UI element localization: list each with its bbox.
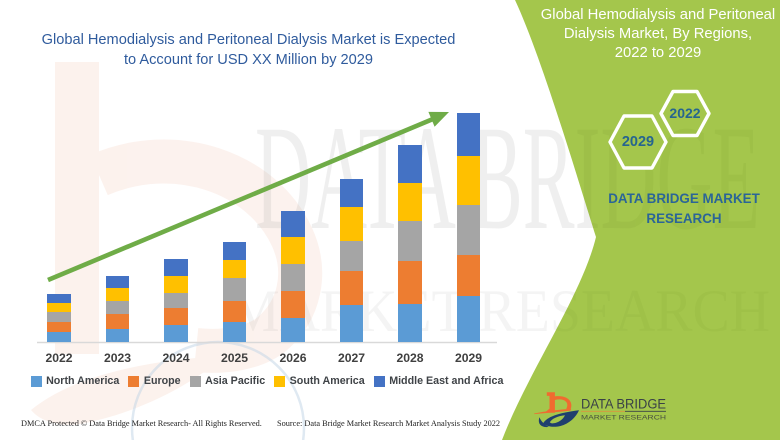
bar-segment-2025-south-america [222, 260, 247, 278]
panel-title-line3: 2022 to 2029 [614, 45, 702, 61]
dmca-notice: DMCA Protected © Data Bridge Market Rese… [21, 419, 262, 428]
x-tick-2023: 2023 [103, 351, 132, 365]
bar-segment-2025-north-america [222, 322, 247, 342]
chart-title-line1: Global Hemodialysis and Peritoneal Dialy… [41, 32, 456, 48]
bar-segment-2024-south-america [164, 276, 188, 293]
panel-title-line1: Global Hemodialysis and Peritoneal [540, 7, 776, 23]
bar-segment-2026-south-america [281, 237, 305, 264]
legend-swatch-north-america [30, 375, 42, 387]
bar-segment-2022-asia-pacific [47, 312, 71, 322]
bar-segment-2028-north-america [398, 304, 422, 342]
x-tick-2024: 2024 [162, 351, 190, 365]
hexagon-2022 [659, 89, 711, 138]
x-tick-2028: 2028 [396, 351, 424, 365]
bar-segment-2029-asia-pacific [456, 205, 481, 255]
bar-segment-2023-north-america [105, 329, 130, 342]
bar-segment-2025-europe [222, 301, 247, 322]
bar-segment-2023-asia-pacific [105, 301, 130, 314]
bar-segment-2028-south-america [398, 183, 422, 221]
bar-segment-2024-europe [164, 308, 188, 325]
bar-segment-2028-europe [398, 261, 422, 304]
bar-segment-2025-middle-east-and-africa [222, 242, 247, 260]
bar-segment-2023-europe [105, 314, 130, 329]
bar-segment-2027-south-america [339, 207, 364, 241]
bar-segment-2029-europe [456, 255, 481, 296]
legend-swatch-middle-east-africa [373, 375, 385, 387]
x-tick-2029: 2029 [454, 351, 483, 365]
bar-segment-2027-north-america [339, 305, 364, 342]
legend-item-middle-east-africa: Middle East and Africa [373, 375, 504, 387]
bar-segment-2026-north-america [281, 318, 305, 342]
bar-segment-2022-south-america [47, 303, 71, 312]
panel-title: Global Hemodialysis and Peritoneal Dialy… [534, 6, 780, 63]
x-tick-2025: 2025 [220, 351, 249, 365]
hexagon-year-2022: 2022 [669, 105, 701, 121]
bar-segment-2028-middle-east-and-africa [398, 145, 422, 183]
logo-wordmark: DATA BRIDGE [581, 397, 666, 412]
legend-item-north-america: North America [30, 375, 120, 387]
x-tick-2026: 2026 [279, 351, 307, 365]
chart-title: Global Hemodialysis and Peritoneal Dialy… [0, 30, 497, 70]
bar-segment-2023-middle-east-and-africa [105, 276, 130, 288]
legend-item-europe: Europe [128, 375, 181, 387]
legend-label-south-america: South America [289, 375, 365, 387]
bar-segment-2028-asia-pacific [398, 221, 422, 261]
bar-segment-2027-middle-east-and-africa [339, 179, 364, 207]
hexagon-year-2029: 2029 [621, 134, 655, 150]
bar-segment-2027-europe [339, 271, 364, 305]
bar-segment-2024-north-america [164, 325, 188, 342]
bar-segment-2027-asia-pacific [339, 241, 364, 271]
legend-swatch-europe [128, 375, 140, 387]
source-note: Source: Data Bridge Market Research Mark… [277, 419, 501, 428]
bar-segment-2029-north-america [456, 296, 481, 342]
panel-title-line2: Dialysis Market, By Regions, [563, 26, 753, 42]
legend-item-asia-pacific: Asia Pacific [189, 375, 266, 387]
bar-segment-2022-north-america [47, 332, 71, 342]
bar-segment-2022-middle-east-and-africa [47, 294, 71, 303]
brand-name-line2: RESEARCH [646, 211, 722, 226]
bar-segment-2024-middle-east-and-africa [164, 259, 188, 276]
bar-segment-2029-south-america [456, 156, 481, 205]
bar-segment-2022-europe [47, 322, 71, 332]
legend-label-north-america: North America [46, 375, 120, 387]
legend-label-europe: Europe [143, 375, 181, 387]
chart-legend: North America Europe Asia Pacific South … [17, 375, 517, 387]
chart-title-line2: to Account for USD XX Million by 2029 [123, 52, 374, 68]
hexagon-2029 [608, 114, 668, 170]
green-panel [502, 0, 780, 440]
legend-label-middle-east-africa: Middle East and Africa [389, 375, 504, 387]
legend-item-south-america: South America [274, 375, 365, 387]
bar-segment-2026-middle-east-and-africa [281, 211, 305, 237]
legend-label-asia-pacific: Asia Pacific [205, 375, 266, 387]
brand-name-line1: DATA BRIDGE MARKET [608, 191, 760, 206]
bar-segment-2025-asia-pacific [222, 278, 247, 301]
bar-segment-2024-asia-pacific [164, 293, 188, 308]
bar-segment-2023-south-america [105, 288, 130, 301]
logo-subtitle: MARKET RESEARCH [581, 416, 666, 422]
trend-arrow [47, 111, 449, 283]
legend-swatch-south-america [274, 375, 286, 387]
bar-segment-2029-middle-east-and-africa [456, 113, 481, 156]
bar-segment-2026-asia-pacific [281, 264, 305, 291]
x-tick-2027: 2027 [337, 351, 366, 365]
x-tick-2022: 2022 [45, 351, 73, 365]
legend-swatch-asia-pacific [189, 375, 201, 387]
bar-segment-2026-europe [281, 291, 305, 318]
